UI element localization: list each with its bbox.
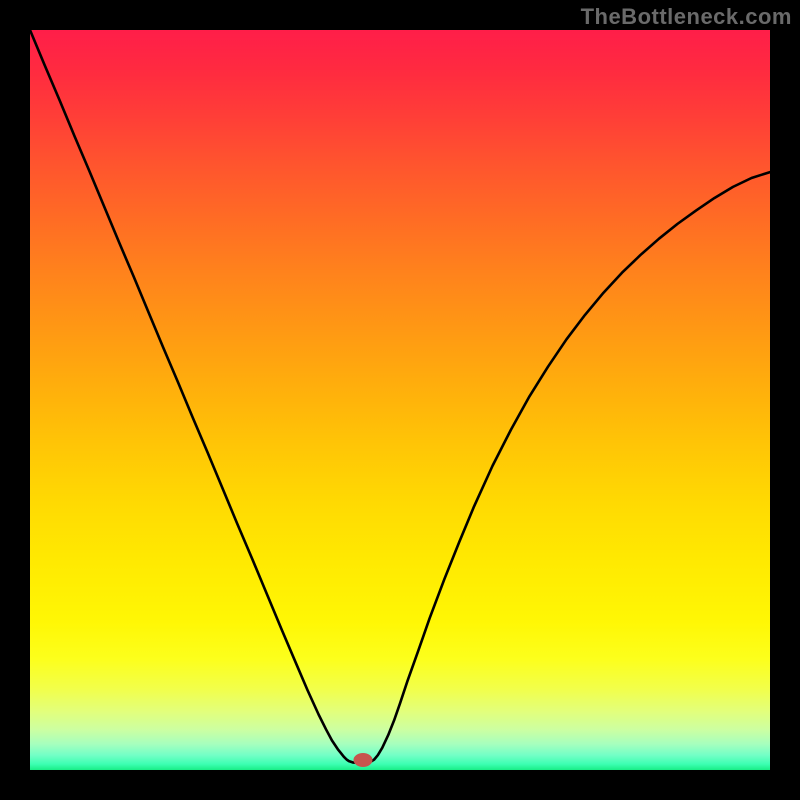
chart-svg — [30, 30, 770, 770]
gradient-background — [30, 30, 770, 770]
watermark-text: TheBottleneck.com — [581, 4, 792, 30]
plot-area — [30, 30, 770, 770]
chart-frame: TheBottleneck.com — [0, 0, 800, 800]
optimal-point-marker — [354, 754, 372, 767]
